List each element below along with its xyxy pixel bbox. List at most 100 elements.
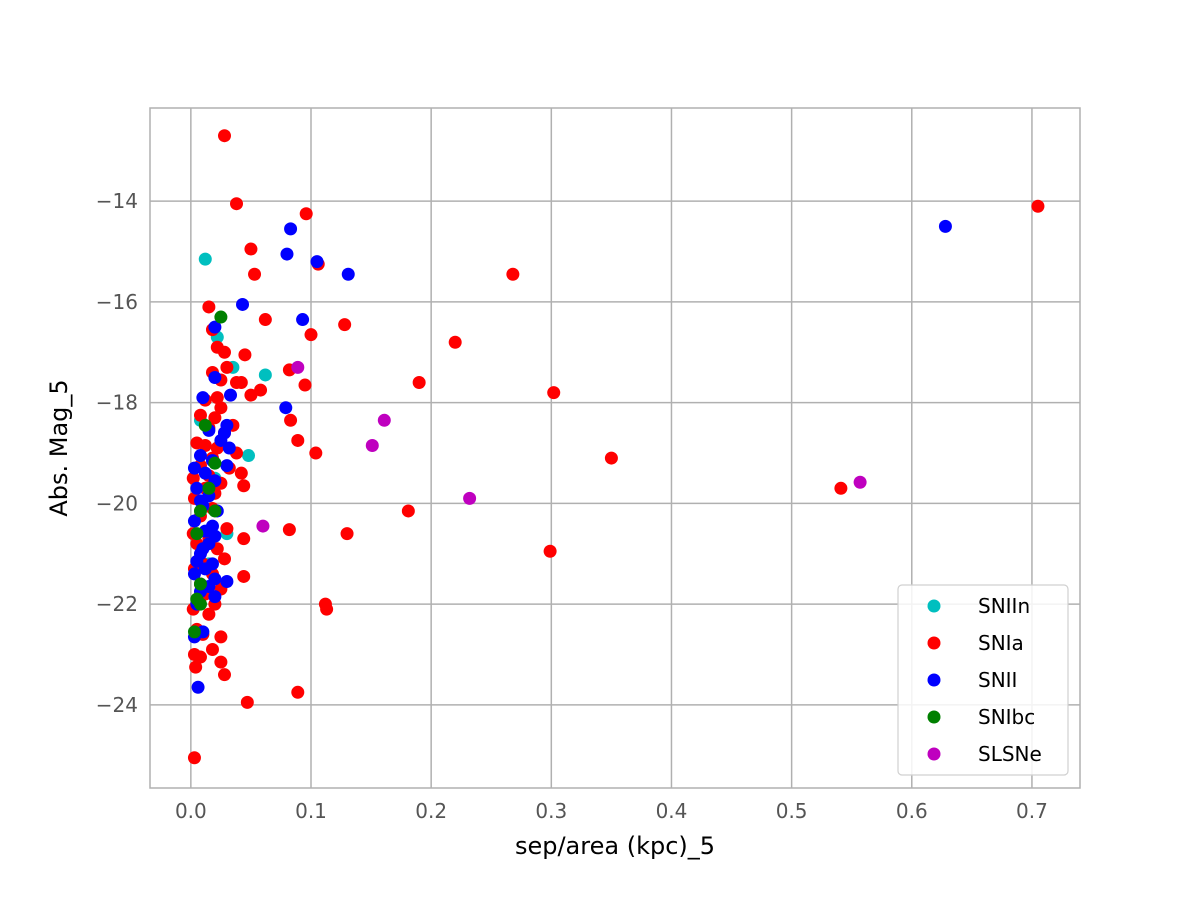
data-point <box>299 207 313 221</box>
data-point <box>401 504 415 518</box>
data-point <box>938 219 952 233</box>
legend-marker <box>927 747 941 761</box>
y-axis-label: Abs. Mag_5 <box>45 379 73 516</box>
x-tick-label: 0.5 <box>776 799 808 823</box>
data-point <box>543 544 557 558</box>
data-point <box>224 388 238 402</box>
x-tick-label: 0.2 <box>415 799 447 823</box>
data-points <box>186 129 1045 765</box>
data-point <box>208 370 222 384</box>
data-point <box>214 630 228 644</box>
data-point <box>448 335 462 349</box>
data-point <box>217 668 231 682</box>
data-point <box>291 433 305 447</box>
y-tick-label: −18 <box>96 391 138 415</box>
data-point <box>220 459 234 473</box>
data-point <box>187 514 201 528</box>
data-point <box>230 197 244 211</box>
x-tick-label: 0.6 <box>896 799 928 823</box>
data-point <box>214 401 228 415</box>
data-point <box>187 751 201 765</box>
data-point <box>202 481 216 495</box>
x-tick-label: 0.7 <box>1016 799 1048 823</box>
data-point <box>208 504 222 518</box>
y-tick-label: −22 <box>96 592 138 616</box>
grid-lines <box>150 108 1080 788</box>
data-point <box>853 475 867 489</box>
legend-box <box>897 584 1069 776</box>
data-point <box>186 471 200 485</box>
data-point <box>205 642 219 656</box>
data-point <box>191 680 205 694</box>
data-point <box>222 441 236 455</box>
data-point <box>214 433 228 447</box>
data-point <box>187 567 201 581</box>
data-point <box>244 388 258 402</box>
data-point <box>291 360 305 374</box>
data-point <box>237 569 251 583</box>
data-point <box>190 554 204 568</box>
data-point <box>604 451 618 465</box>
data-point <box>244 242 258 256</box>
legend-marker <box>927 599 941 613</box>
data-point <box>193 650 207 664</box>
data-point <box>310 255 324 269</box>
data-point <box>217 345 231 359</box>
data-point <box>547 386 561 400</box>
x-axis-label: sep/area (kpc)_5 <box>515 832 715 860</box>
data-point <box>338 318 352 332</box>
data-point <box>198 418 212 432</box>
x-tick-label: 0.0 <box>175 799 207 823</box>
x-tick-label: 0.4 <box>656 799 688 823</box>
data-point <box>208 456 222 470</box>
data-point <box>240 695 254 709</box>
data-point <box>258 368 272 382</box>
data-point <box>238 348 252 362</box>
data-point <box>196 391 210 405</box>
data-point <box>193 597 207 611</box>
data-point <box>217 552 231 566</box>
data-point <box>284 222 298 236</box>
plot-frame <box>149 107 1081 789</box>
data-point <box>217 129 231 143</box>
data-point <box>193 504 207 518</box>
data-point <box>190 527 204 541</box>
data-point <box>198 252 212 266</box>
data-point <box>202 607 216 621</box>
series-snibc <box>187 310 228 639</box>
data-point <box>220 360 234 374</box>
legend: SNIIn SNIa SNII SNIbc SLSNe <box>897 584 1069 776</box>
data-point <box>208 411 222 425</box>
data-point <box>279 401 293 415</box>
data-point <box>208 320 222 334</box>
data-point <box>220 522 234 536</box>
data-point <box>234 466 248 480</box>
y-tick-labels: −14 −16 −18 −20 −22 −24 <box>96 189 138 717</box>
data-point <box>189 660 203 674</box>
data-point <box>214 655 228 669</box>
legend-label: SNIIn <box>978 594 1030 618</box>
data-point <box>291 685 305 699</box>
data-point <box>210 391 224 405</box>
data-point <box>1031 199 1045 213</box>
data-point <box>220 574 234 588</box>
data-point <box>187 461 201 475</box>
legend-label: SNIa <box>978 631 1024 655</box>
data-point <box>236 297 250 311</box>
data-point <box>193 577 207 591</box>
data-point <box>193 408 207 422</box>
y-tick-label: −24 <box>96 693 138 717</box>
data-point <box>280 247 294 261</box>
series-snii <box>187 219 952 694</box>
data-point <box>304 328 318 342</box>
data-point <box>296 313 310 327</box>
data-point <box>309 446 323 460</box>
series-slsne <box>256 360 867 533</box>
data-point <box>193 449 207 463</box>
legend-marker <box>927 710 941 724</box>
data-point <box>412 376 426 390</box>
data-point <box>208 590 222 604</box>
data-point <box>237 532 251 546</box>
data-point <box>248 267 262 281</box>
data-point <box>198 466 212 480</box>
